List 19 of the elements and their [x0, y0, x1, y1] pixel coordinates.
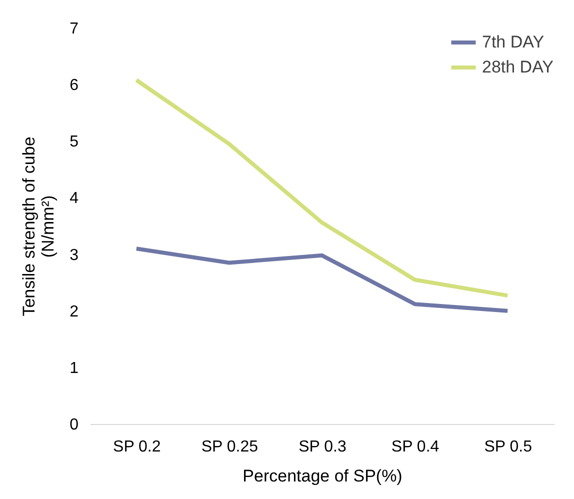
x-tick-label: SP 0.2: [113, 438, 161, 456]
y-tick-label: 6: [70, 77, 79, 94]
legend-label: 28th DAY: [482, 58, 554, 76]
y-tick-label: 7: [70, 20, 79, 38]
y-tick-label: 5: [70, 134, 79, 151]
x-axis-title: Percentage of SP(%): [242, 466, 402, 486]
x-tick-label: SP 0.25: [201, 438, 258, 456]
y-tick-label: 0: [70, 416, 79, 434]
line-series: [134, 78, 510, 298]
y-tick-label: 3: [70, 246, 79, 264]
x-tick-label: SP 0.5: [484, 438, 532, 456]
y-tick-label: 1: [70, 360, 79, 377]
y-axis-title: Tensile strength of cube (N/mm²): [20, 136, 58, 316]
legend-label: 7th DAY: [482, 32, 544, 52]
y-tick-label: 2: [70, 303, 79, 320]
x-tick-label: SP 0.4: [391, 438, 440, 456]
line-series: [134, 246, 510, 313]
x-tick-label: SP 0.3: [298, 438, 346, 456]
y-tick-label: 4: [70, 190, 79, 208]
